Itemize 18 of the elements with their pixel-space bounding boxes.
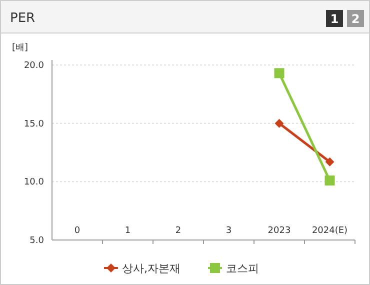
point (274, 118, 284, 128)
x-tick-label: 2 (175, 226, 182, 236)
x-tick-label: 3 (226, 226, 232, 236)
y-tick-label: 5.0 (30, 236, 44, 246)
x-tick-label: 0 (74, 226, 80, 236)
legend-label: 상사,자본재 (122, 262, 180, 275)
x-tick-label: 1 (124, 226, 131, 236)
legend-label: 코스피 (226, 262, 259, 275)
chart-title: PER (10, 11, 36, 26)
point (274, 68, 284, 78)
point (325, 157, 334, 166)
y-tick-label: 10.0 (24, 178, 44, 188)
point (324, 176, 335, 186)
y-axis-title: [배] (12, 43, 28, 53)
x-tick-label: 2023 (268, 226, 291, 236)
y-tick-label: 20.0 (24, 61, 44, 71)
x-tick-label: 2024(E) (312, 226, 348, 236)
y-tick-label: 15.0 (24, 119, 44, 130)
